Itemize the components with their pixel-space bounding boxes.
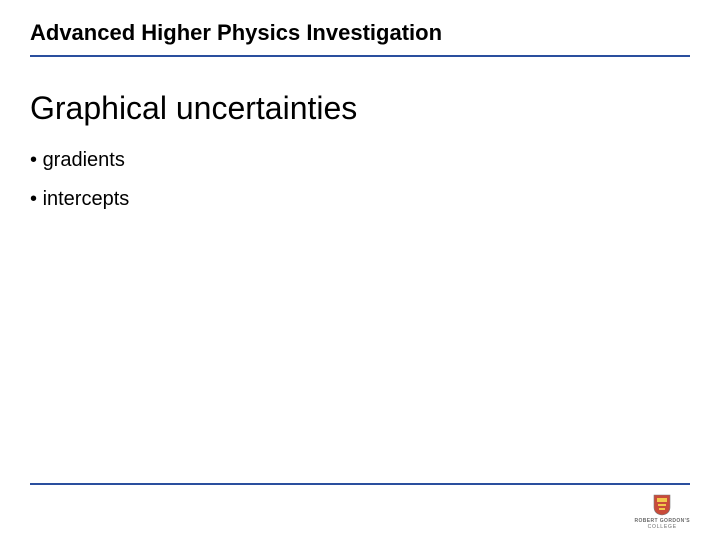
logo-text-line2: COLLEGE xyxy=(648,524,677,530)
footer-logo: ROBERT GORDON'S COLLEGE xyxy=(634,494,690,530)
divider-top xyxy=(30,55,690,57)
content-heading: Graphical uncertainties xyxy=(30,90,690,127)
divider-bottom xyxy=(30,483,690,485)
header-title: Advanced Higher Physics Investigation xyxy=(30,20,690,46)
bullet-text: intercepts xyxy=(43,188,130,210)
content-area: Graphical uncertainties • gradients • in… xyxy=(30,90,690,227)
bullet-item: • gradients xyxy=(30,149,690,172)
bullet-item: • intercepts xyxy=(30,188,690,211)
crest-icon xyxy=(653,494,671,516)
slide: Advanced Higher Physics Investigation Gr… xyxy=(0,0,720,540)
header: Advanced Higher Physics Investigation xyxy=(30,20,690,46)
bullet-text: gradients xyxy=(43,149,125,171)
